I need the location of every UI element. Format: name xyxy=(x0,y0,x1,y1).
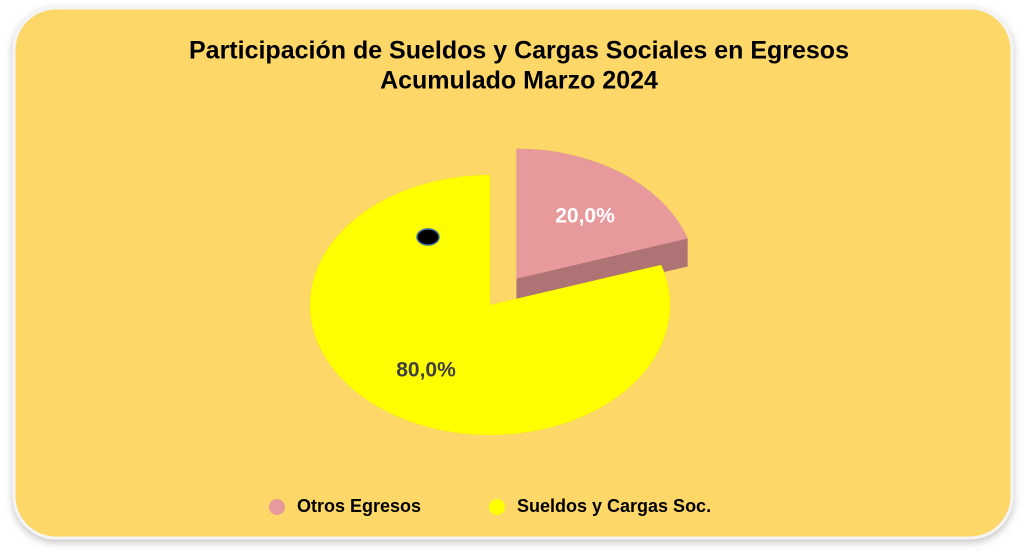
legend-label: Otros Egresos xyxy=(297,496,421,516)
chart-title: Acumulado Marzo 2024 xyxy=(380,67,658,95)
legend-label: Sueldos y Cargas Soc. xyxy=(517,496,711,516)
pie: 20,0% 80,0% xyxy=(310,148,688,464)
chart-title: Participación de Sueldos y Cargas Social… xyxy=(189,37,849,65)
decoration-dot xyxy=(416,228,440,246)
data-label: 80,0% xyxy=(396,359,456,382)
slice xyxy=(516,148,688,279)
legend-swatch xyxy=(489,499,505,515)
legend-swatch xyxy=(269,499,285,515)
data-label: 20,0% xyxy=(555,205,615,228)
chart-background xyxy=(12,6,1014,540)
legend: Otros Egresos Sueldos y Cargas Soc. xyxy=(269,496,711,516)
slice xyxy=(310,175,670,436)
